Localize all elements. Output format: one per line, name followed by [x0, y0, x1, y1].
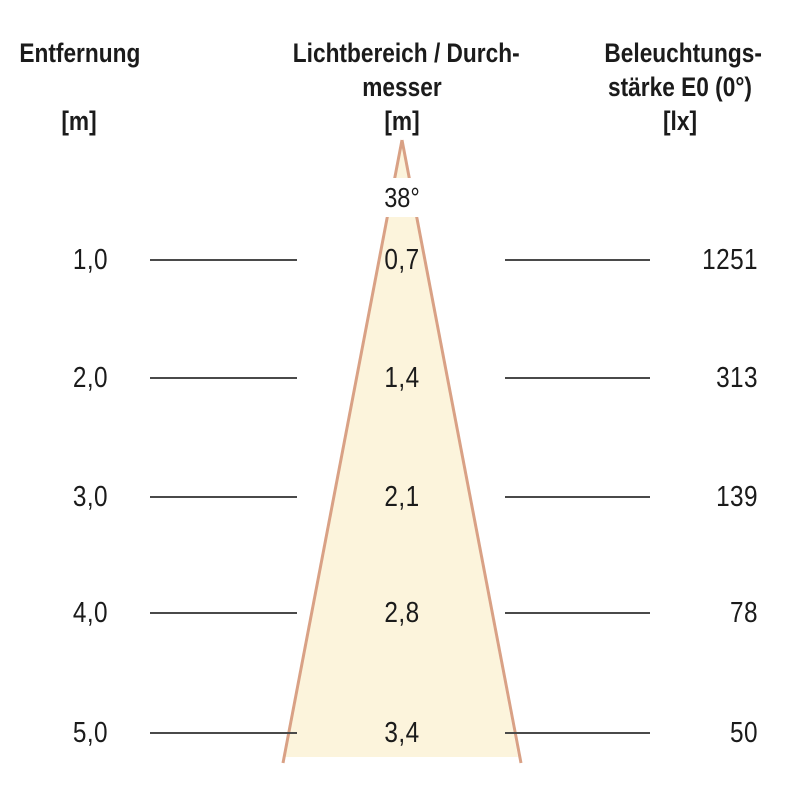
column-header-diameter: Lichtbereich / Durch- messer [m] [292, 36, 520, 138]
row-line-right [505, 259, 650, 261]
diameter-value: 3,4 [384, 717, 420, 749]
header-line: messer [362, 72, 442, 102]
row-line-left [150, 612, 297, 614]
cone-right-edge [400, 139, 523, 764]
row-line-right [505, 732, 650, 734]
header-line: Lichtbereich / Durch- [292, 38, 520, 68]
beam-angle-gap [368, 178, 438, 217]
distance-value: 2,0 [72, 362, 108, 394]
column-header-distance: Entfernung [m] [19, 36, 141, 138]
row-line-left [150, 259, 297, 261]
row-line-right [505, 612, 650, 614]
distance-value: 5,0 [72, 717, 108, 749]
distance-value: 4,0 [72, 597, 108, 629]
illuminance-value: 50 [730, 717, 758, 749]
diameter-value: 0,7 [384, 244, 420, 276]
distance-value: 3,0 [72, 481, 108, 513]
illuminance-value: 78 [730, 597, 758, 629]
header-line [19, 70, 138, 104]
header-unit: [m] [384, 106, 420, 136]
header-line: Entfernung [19, 38, 141, 68]
distance-value: 1,0 [72, 244, 108, 276]
column-header-illuminance: Beleuchtungs- stärke E0 (0°) [lx] [604, 36, 762, 138]
illuminance-value: 313 [716, 362, 758, 394]
row-line-right [505, 496, 650, 498]
diameter-value: 1,4 [384, 362, 420, 394]
header-unit: [lx] [662, 106, 698, 136]
header-line: Beleuchtungs- [604, 38, 762, 68]
cone-left-edge [281, 139, 404, 764]
row-line-left [150, 732, 297, 734]
row-line-right [505, 377, 650, 379]
header-unit: [m] [61, 106, 97, 136]
header-line: stärke E0 (0°) [608, 72, 752, 102]
diameter-value: 2,8 [384, 597, 420, 629]
illuminance-value: 139 [716, 481, 758, 513]
row-line-left [150, 377, 297, 379]
beam-angle-label: 38° [384, 182, 420, 213]
diameter-value: 2,1 [384, 481, 420, 513]
cone-fill-shape [284, 140, 518, 757]
row-line-left [150, 496, 297, 498]
illuminance-value: 1251 [702, 244, 758, 276]
